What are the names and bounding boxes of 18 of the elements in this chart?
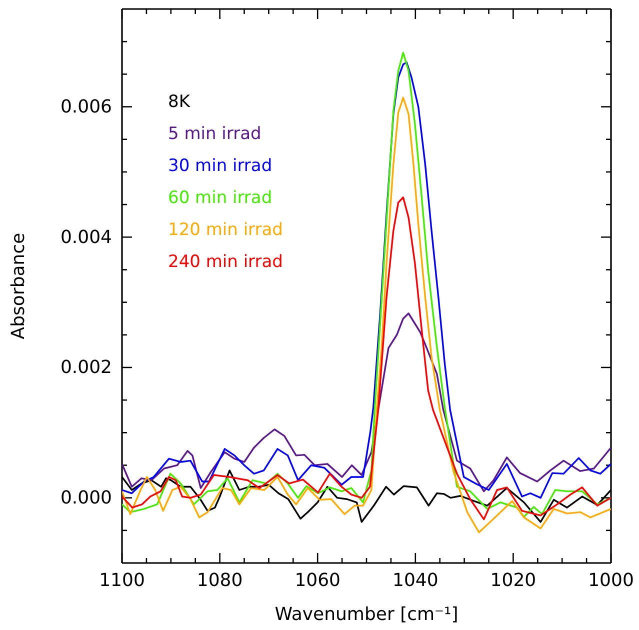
text: 5 min irrad (168, 124, 262, 144)
y-tick-label: 0.002 (60, 357, 112, 378)
text: 120 min irrad (168, 220, 283, 240)
y-tick-label: 0.000 (60, 488, 112, 509)
text: 30 min irrad (168, 156, 272, 176)
x-tick-label: 1080 (196, 570, 243, 591)
y-axis-title: Absorbance (8, 232, 29, 340)
x-tick-label: 1020 (490, 570, 536, 591)
x-tick-label: 1060 (294, 570, 341, 591)
x-tick-label: 1100 (99, 570, 145, 591)
x-tick-label: 1000 (588, 570, 634, 591)
y-tick-label: 0.004 (60, 226, 112, 248)
x-axis-title: Wavenumber [cm⁻¹] (274, 604, 458, 625)
text: 240 min irrad (168, 252, 283, 272)
y-tick-label: 0.006 (60, 96, 112, 118)
text: 8K (168, 92, 191, 112)
text: 60 min irrad (168, 188, 272, 208)
x-tick-label: 1040 (392, 570, 438, 591)
